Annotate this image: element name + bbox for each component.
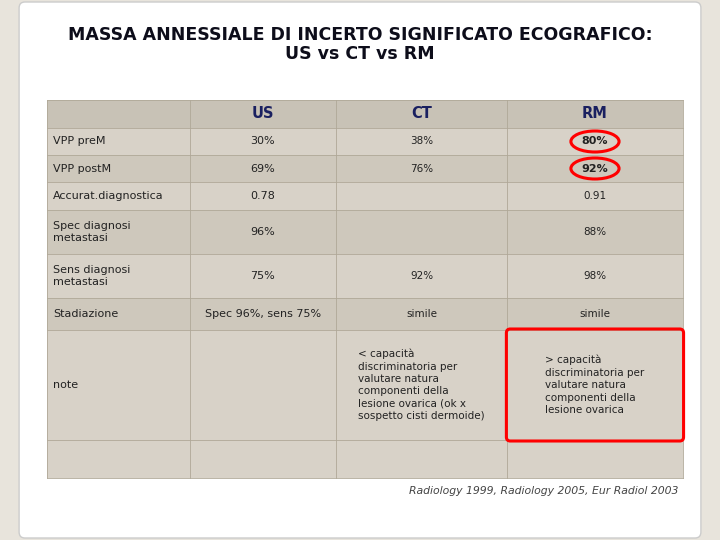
Text: 30%: 30% xyxy=(251,137,275,146)
Text: MASSA ANNESSIALE DI INCERTO SIGNIFICATO ECOGRAFICO:: MASSA ANNESSIALE DI INCERTO SIGNIFICATO … xyxy=(68,26,652,44)
Text: Sens diagnosi
metastasi: Sens diagnosi metastasi xyxy=(53,265,130,287)
Text: 88%: 88% xyxy=(583,227,606,237)
Text: VPP preM: VPP preM xyxy=(53,137,105,146)
Text: 80%: 80% xyxy=(582,137,608,146)
Bar xyxy=(47,298,683,330)
Text: note: note xyxy=(53,380,78,390)
Text: Accurat.diagnostica: Accurat.diagnostica xyxy=(53,191,163,201)
Text: US: US xyxy=(251,106,274,122)
Text: < capacità
discriminatoria per
valutare natura
componenti della
lesione ovarica : < capacità discriminatoria per valutare … xyxy=(359,349,485,421)
Text: 92%: 92% xyxy=(582,164,608,173)
Bar xyxy=(47,182,683,210)
Text: 0.78: 0.78 xyxy=(251,191,275,201)
Text: Radiology 1999, Radiology 2005, Eur Radiol 2003: Radiology 1999, Radiology 2005, Eur Radi… xyxy=(410,486,679,496)
Text: US vs CT vs RM: US vs CT vs RM xyxy=(285,45,435,63)
Bar xyxy=(47,330,683,440)
Text: Spec 96%, sens 75%: Spec 96%, sens 75% xyxy=(204,309,321,319)
Text: simile: simile xyxy=(406,309,437,319)
Bar xyxy=(47,254,683,298)
Text: Spec diagnosi
metastasi: Spec diagnosi metastasi xyxy=(53,221,130,243)
Bar xyxy=(47,100,683,128)
Text: 98%: 98% xyxy=(583,271,606,281)
Text: CT: CT xyxy=(411,106,432,122)
Text: 76%: 76% xyxy=(410,164,433,173)
Text: RM: RM xyxy=(582,106,608,122)
Bar xyxy=(47,128,683,155)
Bar xyxy=(47,210,683,254)
Bar xyxy=(47,100,683,478)
Text: 0.91: 0.91 xyxy=(583,191,606,201)
Text: 92%: 92% xyxy=(410,271,433,281)
Text: 69%: 69% xyxy=(251,164,275,173)
FancyBboxPatch shape xyxy=(19,2,701,538)
Text: 75%: 75% xyxy=(251,271,275,281)
Text: simile: simile xyxy=(580,309,611,319)
Bar xyxy=(47,155,683,182)
Text: 96%: 96% xyxy=(251,227,275,237)
Text: Stadiazione: Stadiazione xyxy=(53,309,118,319)
Text: 38%: 38% xyxy=(410,137,433,146)
Text: > capacità
discriminatoria per
valutare natura
componenti della
lesione ovarica: > capacità discriminatoria per valutare … xyxy=(545,355,644,415)
Text: VPP postM: VPP postM xyxy=(53,164,111,173)
